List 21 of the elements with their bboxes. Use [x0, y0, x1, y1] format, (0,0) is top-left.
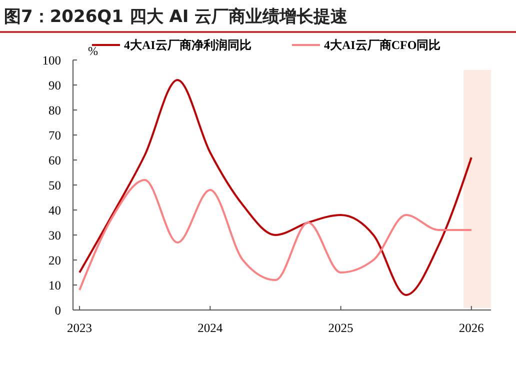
- y-tick-label: 60: [48, 153, 61, 168]
- y-axis-title: %: [88, 44, 98, 58]
- line-series: [78, 79, 472, 296]
- legend-label: 4大AI云厂商CFO同比: [324, 38, 441, 52]
- legend-label: 4大AI云厂商净利润同比: [124, 38, 252, 52]
- y-tick-label: 90: [48, 78, 61, 92]
- x-tick-label: 2024: [198, 321, 224, 335]
- x-tick-label: 2026: [458, 321, 484, 335]
- x-tick-label: 2025: [328, 321, 354, 335]
- line-series: [78, 179, 472, 291]
- chart-title: 图7：2026Q1 四大 AI 云厂商业绩增长提速: [4, 7, 348, 27]
- y-tick-label: 80: [48, 103, 61, 118]
- y-tick-label: 10: [48, 278, 61, 292]
- x-tick-label: 2023: [67, 321, 92, 335]
- y-tick-label: 40: [48, 203, 61, 218]
- y-tick-label: 0: [54, 303, 61, 318]
- y-tick-label: 70: [48, 128, 61, 142]
- y-tick-label: 30: [48, 228, 61, 242]
- y-tick-label: 50: [48, 178, 61, 192]
- y-tick-label: 100: [42, 53, 61, 68]
- y-tick-label: 20: [48, 253, 61, 268]
